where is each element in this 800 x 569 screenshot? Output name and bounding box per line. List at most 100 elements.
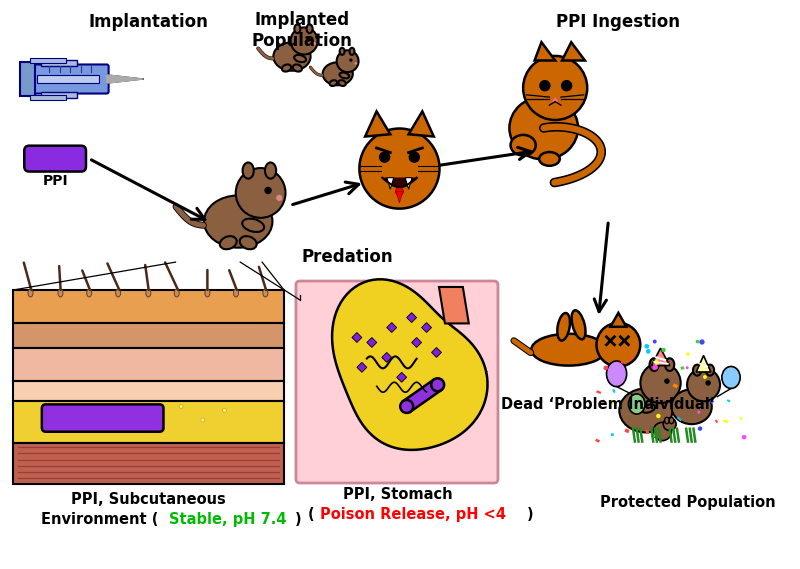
Polygon shape (651, 348, 670, 365)
Bar (14, 443, 284, 484)
Circle shape (646, 349, 650, 354)
Bar (710, 399, 714, 403)
Bar (14, 381, 284, 401)
Text: PPI, Subcutaneous: PPI, Subcutaneous (71, 492, 226, 507)
Circle shape (313, 42, 316, 46)
Circle shape (742, 435, 746, 439)
Ellipse shape (665, 417, 670, 424)
Ellipse shape (330, 80, 337, 86)
Circle shape (630, 356, 634, 359)
Circle shape (664, 378, 670, 384)
Ellipse shape (274, 42, 310, 71)
Circle shape (597, 323, 640, 366)
Bar (14, 348, 284, 381)
Text: Protected Population: Protected Population (600, 495, 776, 510)
Ellipse shape (539, 152, 560, 166)
Polygon shape (610, 313, 626, 327)
Ellipse shape (293, 64, 302, 72)
Text: PPI Ingestion: PPI Ingestion (556, 13, 680, 31)
Polygon shape (367, 337, 377, 348)
Circle shape (653, 365, 658, 370)
Text: ): ) (295, 512, 302, 527)
Bar (596, 390, 602, 394)
Polygon shape (409, 112, 434, 137)
FancyBboxPatch shape (296, 281, 498, 483)
FancyBboxPatch shape (31, 64, 109, 93)
Ellipse shape (265, 163, 276, 179)
Polygon shape (386, 323, 397, 332)
Circle shape (662, 348, 666, 352)
Circle shape (686, 366, 689, 369)
Circle shape (645, 344, 649, 349)
Ellipse shape (240, 236, 257, 249)
Polygon shape (406, 312, 417, 323)
Bar (14, 323, 284, 348)
Text: Predation: Predation (302, 248, 394, 266)
Ellipse shape (619, 389, 673, 432)
Ellipse shape (706, 365, 714, 376)
Text: Stable, pH 7.4: Stable, pH 7.4 (169, 512, 286, 527)
Polygon shape (562, 42, 585, 60)
Circle shape (431, 378, 444, 391)
Circle shape (395, 187, 403, 196)
Circle shape (686, 352, 690, 356)
Ellipse shape (146, 289, 151, 297)
Bar (30, 58, 66, 63)
Ellipse shape (572, 310, 586, 339)
Ellipse shape (531, 334, 606, 366)
Circle shape (653, 422, 671, 440)
Circle shape (400, 400, 413, 413)
Ellipse shape (322, 62, 353, 85)
Circle shape (651, 434, 655, 438)
Ellipse shape (693, 365, 702, 376)
Circle shape (610, 400, 614, 405)
Ellipse shape (242, 218, 264, 232)
Ellipse shape (340, 48, 345, 55)
Bar (595, 439, 600, 443)
Bar (37, 75, 99, 83)
Ellipse shape (629, 394, 645, 414)
FancyBboxPatch shape (42, 405, 163, 432)
Circle shape (703, 375, 707, 379)
Ellipse shape (220, 236, 237, 249)
Circle shape (698, 426, 702, 431)
Polygon shape (552, 97, 558, 102)
Polygon shape (412, 337, 422, 348)
Ellipse shape (665, 358, 674, 371)
Ellipse shape (670, 417, 674, 424)
Circle shape (699, 339, 705, 345)
Polygon shape (403, 380, 442, 412)
Circle shape (379, 151, 390, 163)
Circle shape (706, 380, 711, 386)
Bar (681, 366, 685, 370)
Polygon shape (382, 352, 392, 362)
Bar (625, 428, 630, 433)
Circle shape (696, 340, 699, 344)
Polygon shape (534, 42, 555, 60)
Ellipse shape (722, 366, 740, 389)
Text: PPI: PPI (42, 174, 68, 188)
Bar (723, 420, 729, 423)
Text: Environment (: Environment ( (42, 512, 158, 527)
Circle shape (337, 50, 358, 72)
Circle shape (523, 56, 587, 120)
Text: Dead ‘Problem Individual’: Dead ‘Problem Individual’ (502, 397, 715, 413)
Bar (646, 430, 650, 434)
Bar (601, 399, 606, 404)
Ellipse shape (282, 64, 291, 72)
Polygon shape (396, 191, 403, 203)
Bar (654, 359, 658, 365)
Bar (20, 62, 34, 96)
Polygon shape (439, 287, 469, 323)
Circle shape (663, 418, 676, 431)
Circle shape (236, 168, 286, 218)
Ellipse shape (28, 289, 33, 297)
Ellipse shape (116, 289, 121, 297)
Polygon shape (352, 332, 362, 343)
Bar (726, 399, 730, 402)
Ellipse shape (234, 289, 238, 297)
Polygon shape (332, 279, 487, 450)
Text: ): ) (527, 507, 534, 522)
Bar (30, 94, 66, 100)
Circle shape (640, 363, 681, 403)
